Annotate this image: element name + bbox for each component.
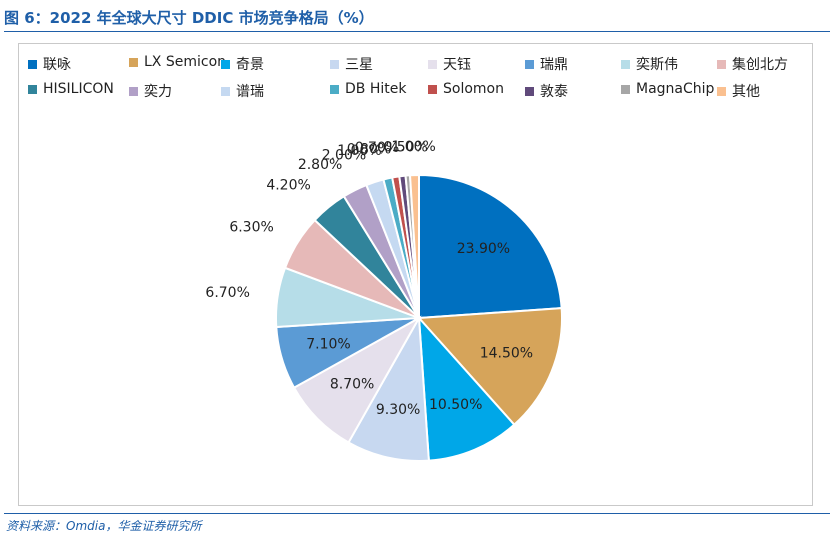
legend-label: LX Semicon (144, 54, 227, 70)
legend-item: DB Hitek (330, 81, 406, 97)
legend-label: MagnaChip (636, 81, 715, 97)
legend-swatch (221, 86, 230, 96)
slice-value-label: 23.90% (457, 241, 510, 257)
legend-label: 奕斯伟 (636, 57, 678, 73)
pie-slice (417, 315, 516, 462)
slice-value-label: 0.80% (347, 141, 391, 157)
slice-value-label: 1.00% (337, 143, 381, 159)
legend-label: 瑞鼎 (540, 57, 568, 73)
source-divider (4, 513, 830, 514)
legend-item: 瑞鼎 (525, 54, 568, 74)
pie-slice (418, 173, 563, 320)
slice-value-label: 14.50% (480, 346, 533, 362)
legend-swatch (129, 86, 138, 96)
legend-swatch (621, 59, 630, 69)
legend-label: 三星 (345, 57, 373, 73)
slice-value-label: 2.00% (322, 147, 366, 163)
legend-swatch (129, 57, 138, 67)
legend-item: 联咏 (28, 54, 71, 74)
legend-swatch (330, 84, 339, 94)
legend-label: 联咏 (43, 57, 71, 73)
slice-value-label: 6.70% (205, 285, 249, 301)
legend-swatch (621, 84, 630, 94)
legend-label: 奕力 (144, 84, 172, 100)
legend-label: HISILICON (43, 81, 114, 97)
legend-swatch (221, 59, 230, 69)
legend-item: 三星 (330, 54, 373, 74)
legend-label: 谱瑞 (236, 84, 264, 100)
legend-swatch (428, 84, 437, 94)
pie-slice (416, 307, 564, 427)
legend-swatch (717, 59, 726, 69)
legend-swatch (428, 59, 437, 69)
slice-value-label: 0.50% (383, 140, 427, 156)
legend-item: MagnaChip (621, 81, 714, 97)
legend-swatch (28, 59, 37, 69)
legend-swatch (330, 59, 339, 69)
legend-swatch (28, 84, 37, 94)
legend-swatch (717, 86, 726, 96)
slice-value-label: 4.20% (266, 178, 310, 194)
slice-value-label: 6.30% (229, 220, 273, 236)
legend-swatch (525, 86, 534, 96)
legend-item: HISILICON (28, 81, 114, 97)
legend-label: 其他 (732, 84, 760, 100)
figure-title: 图 6：2022 年全球大尺寸 DDIC 市场竞争格局（%） (4, 9, 374, 27)
legend-label: 奇景 (236, 57, 264, 73)
legend-item: 奕力 (129, 81, 172, 101)
slice-value-label: 7.10% (306, 337, 350, 353)
legend-item: 谱瑞 (221, 81, 264, 101)
legend-item: Solomon (428, 81, 504, 97)
slice-value-label: 2.80% (298, 157, 342, 173)
legend-swatch (525, 59, 534, 69)
legend-item: 其他 (717, 81, 760, 101)
legend-item: 天钰 (428, 54, 471, 74)
legend-label: Solomon (443, 81, 504, 97)
legend-label: 敦泰 (540, 84, 568, 100)
pie-slice (408, 173, 420, 319)
legend-item: 奇景 (221, 54, 264, 74)
slice-value-label: 0.70% (355, 140, 399, 156)
title-divider (4, 31, 830, 32)
slice-value-label: 8.70% (330, 377, 374, 393)
pie-slice (347, 314, 430, 463)
legend-item: 敦泰 (525, 81, 568, 101)
slice-value-label: 10.50% (429, 397, 482, 413)
slice-value-label: 1.00% (391, 139, 435, 155)
legend-label: 集创北方 (732, 57, 788, 73)
slice-value-label: 9.30% (376, 402, 420, 418)
legend-label: 天钰 (443, 57, 471, 73)
legend-label: DB Hitek (345, 81, 407, 97)
legend-item: 奕斯伟 (621, 54, 678, 74)
legend-item: 集创北方 (717, 54, 788, 74)
source-note: 资料来源：Omdia，华金证券研究所 (6, 519, 202, 533)
legend-item: LX Semicon (129, 54, 226, 70)
